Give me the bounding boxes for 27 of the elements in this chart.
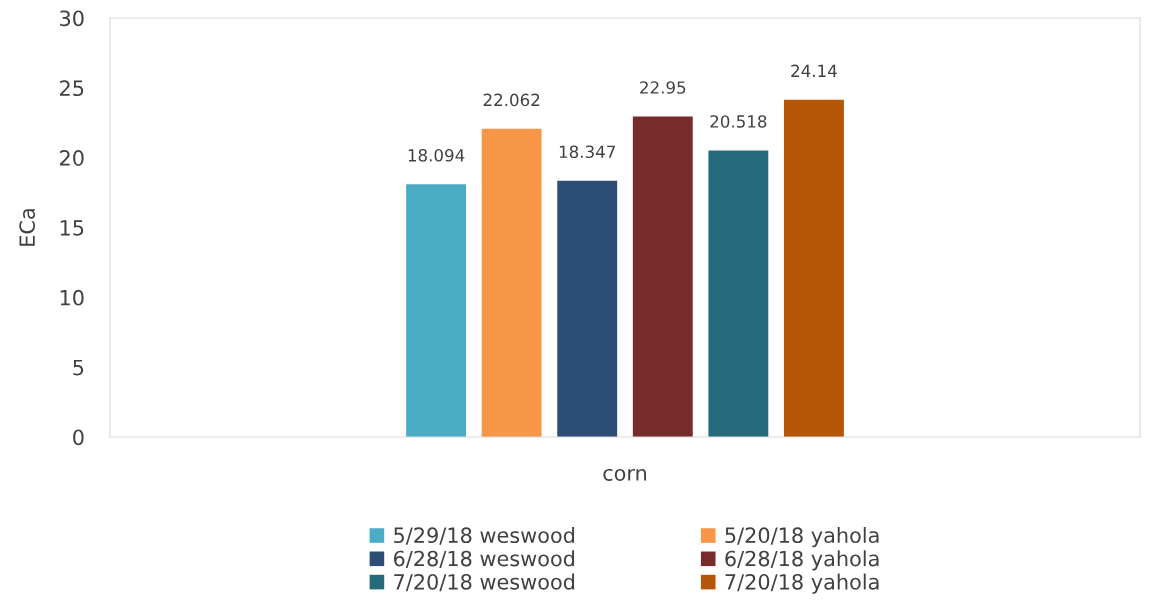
- bar: [481, 128, 542, 437]
- y-tick-label: 20: [60, 150, 84, 166]
- y-tick-label: 5: [73, 359, 84, 376]
- bar: [783, 99, 844, 437]
- data-label: 18.094: [408, 149, 465, 162]
- y-tick-label: 0: [73, 429, 84, 446]
- y-axis-title: ECa: [19, 209, 36, 246]
- data-label: 22.062: [483, 93, 540, 107]
- data-label: 24.14: [791, 64, 837, 77]
- y-tick-label: 15: [60, 220, 84, 236]
- data-label: 18.347: [559, 145, 615, 159]
- legend-label: 5/29/18 weswood: [394, 526, 575, 545]
- bar: [708, 150, 769, 437]
- legend-label: 7/20/18 weswood: [394, 573, 575, 592]
- y-tick-label: 10: [60, 289, 84, 306]
- bar: [406, 184, 467, 437]
- legend-label: 5/20/18 yahola: [725, 526, 879, 548]
- bar: [557, 180, 618, 437]
- legend-label: 6/28/18 yahola: [725, 550, 879, 571]
- y-tick-label: 25: [60, 80, 84, 97]
- bar: [632, 116, 693, 437]
- data-label: 22.95: [640, 81, 686, 94]
- legend-label: 7/20/18 yahola: [725, 573, 879, 594]
- legend-label: 6/28/18 weswood: [393, 550, 575, 569]
- data-label: 20.518: [710, 115, 767, 128]
- x-tick-label: corn: [603, 468, 647, 481]
- y-tick-label: 30: [60, 10, 84, 27]
